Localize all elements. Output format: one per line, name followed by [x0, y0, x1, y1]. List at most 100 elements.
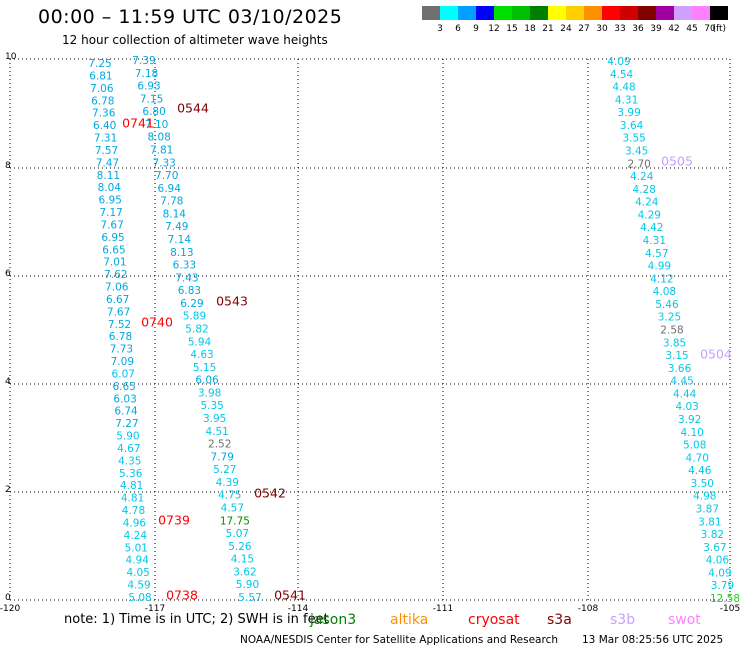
wave-height-value: 7.33 [152, 157, 175, 169]
wave-height-value: 7.43 [175, 272, 198, 284]
wave-height-value: 8.13 [170, 247, 193, 259]
legend-swatch [422, 6, 440, 20]
y-tick-label: 2 [5, 485, 11, 495]
wave-height-value: 8.08 [147, 132, 170, 144]
wave-height-value: 2.58 [660, 325, 683, 337]
legend-swatch [602, 6, 620, 20]
y-tick-label: 0 [5, 593, 11, 603]
wave-height-value: 4.08 [653, 286, 676, 298]
wave-height-value: 4.31 [643, 235, 666, 247]
wave-height-value: 5.01 [125, 542, 148, 554]
wave-height-value: 7.31 [94, 133, 117, 145]
wave-height-value: 4.24 [635, 197, 659, 209]
satellite-swot: swot [668, 612, 701, 628]
credit-text: NOAA/NESDIS Center for Satellite Applica… [240, 634, 558, 646]
wave-height-value: 7.01 [103, 257, 126, 269]
wave-height-value: 3.99 [617, 107, 640, 119]
wave-height-value: 4.59 [127, 580, 150, 592]
legend-swatch [710, 6, 728, 20]
legend-swatch [584, 6, 602, 20]
wave-height-value: 4.46 [688, 465, 712, 477]
pass-time-label: 0543 [216, 294, 248, 309]
wave-height-value: 6.93 [137, 81, 160, 93]
wave-height-value: 4.54 [610, 69, 634, 81]
wave-height-value: 6.33 [173, 260, 196, 272]
legend-swatch [692, 6, 710, 20]
y-tick-label: 6 [5, 269, 11, 279]
wave-height-value: 3.66 [668, 363, 692, 375]
wave-height-value: 4.75 [218, 490, 241, 502]
wave-height-value: 4.35 [118, 455, 141, 467]
wave-height-value: 3.79 [711, 580, 734, 592]
wave-height-value: 5.36 [119, 468, 143, 480]
wave-height-value: 3.15 [665, 350, 688, 362]
satellite-jason3: jason3 [310, 612, 357, 628]
wave-height-value: 4.51 [205, 426, 228, 438]
wave-height-value: 6.78 [91, 95, 114, 107]
wave-height-value: 4.15 [231, 554, 254, 566]
wave-height-value: 7.14 [168, 234, 192, 246]
y-tick-label: 4 [5, 377, 11, 387]
wave-height-value: 7.70 [155, 170, 178, 182]
wave-height-value: 4.39 [216, 477, 239, 489]
wave-height-value: 4.12 [650, 273, 673, 285]
wave-height-value: 3.95 [203, 413, 226, 425]
wave-height-value: 5.08 [128, 592, 151, 604]
wave-height-value: 6.65 [102, 244, 125, 256]
satellite-s3b: s3b [610, 612, 636, 628]
wave-height-value: 4.81 [120, 480, 143, 492]
wave-height-value: 4.67 [117, 443, 140, 455]
legend-label: 27 [578, 24, 589, 32]
legend-swatch [440, 6, 458, 20]
wave-height-value: 4.57 [645, 248, 668, 260]
wave-height-value: 3.45 [625, 146, 648, 158]
wave-height-value: 3.55 [622, 133, 645, 145]
wave-height-value: 5.90 [116, 431, 139, 443]
wave-height-value: 7.15 [140, 93, 163, 105]
wave-height-value: 8.04 [98, 182, 122, 194]
legend-swatch [458, 6, 476, 20]
legend-label: 24 [560, 24, 572, 32]
wave-height-value: 4.70 [686, 452, 709, 464]
wave-height-value: 7.47 [96, 157, 119, 169]
wave-height-value: 7.67 [107, 306, 130, 318]
pass-time-label: 0505 [661, 154, 693, 169]
satellite-altika: altika [390, 612, 429, 628]
wave-height-value: 3.25 [658, 312, 681, 324]
legend-label: 36 [632, 24, 644, 32]
wave-height-value: 6.78 [109, 331, 132, 343]
wave-height-value: 4.29 [638, 209, 661, 221]
wave-height-value: 6.03 [113, 393, 136, 405]
wave-height-map: -120 -117 -114 -111 -108 -10502468107.256.817… [0, 52, 740, 612]
legend-label: 15 [506, 24, 517, 32]
legend-unit: (ft) [712, 24, 726, 32]
wave-height-value: 4.81 [121, 493, 144, 505]
wave-height-value: 4.24 [124, 530, 148, 542]
wave-height-value: 3.50 [691, 478, 714, 490]
wave-height-value: 5.26 [228, 541, 252, 553]
wave-height-value: 7.25 [88, 58, 111, 70]
legend-label: 3 [437, 24, 443, 32]
wave-height-value: 3.62 [233, 566, 256, 578]
wave-height-value: 7.62 [104, 269, 127, 281]
wave-height-value: 2.70 [627, 158, 650, 170]
legend-swatch [476, 6, 494, 20]
legend-label: 6 [455, 24, 461, 32]
page-title: 00:00 – 11:59 UTC 03/10/2025 [38, 6, 343, 28]
wave-height-value: 7.06 [90, 83, 114, 95]
wave-height-value: 7.36 [92, 108, 116, 120]
wave-height-value: 8.11 [97, 170, 120, 182]
wave-height-value: 17.75 [220, 515, 250, 527]
wave-height-value: 6.06 [195, 375, 219, 387]
legend-label: 39 [650, 24, 662, 32]
wave-height-value: 5.90 [236, 579, 259, 591]
wave-height-value: 4.28 [633, 184, 656, 196]
wave-height-value: 5.89 [183, 311, 206, 323]
wave-height-value: 3.81 [698, 516, 721, 528]
wave-height-value: 7.79 [211, 451, 234, 463]
wave-height-value: 4.05 [126, 567, 149, 579]
legend-swatch [512, 6, 530, 20]
color-legend: 3 6 9 12 15 18 21 24 27 30 33 36 39 42 45 70(ft) [422, 6, 728, 32]
wave-height-value: 7.73 [110, 344, 133, 356]
wave-height-value: 6.67 [106, 294, 129, 306]
